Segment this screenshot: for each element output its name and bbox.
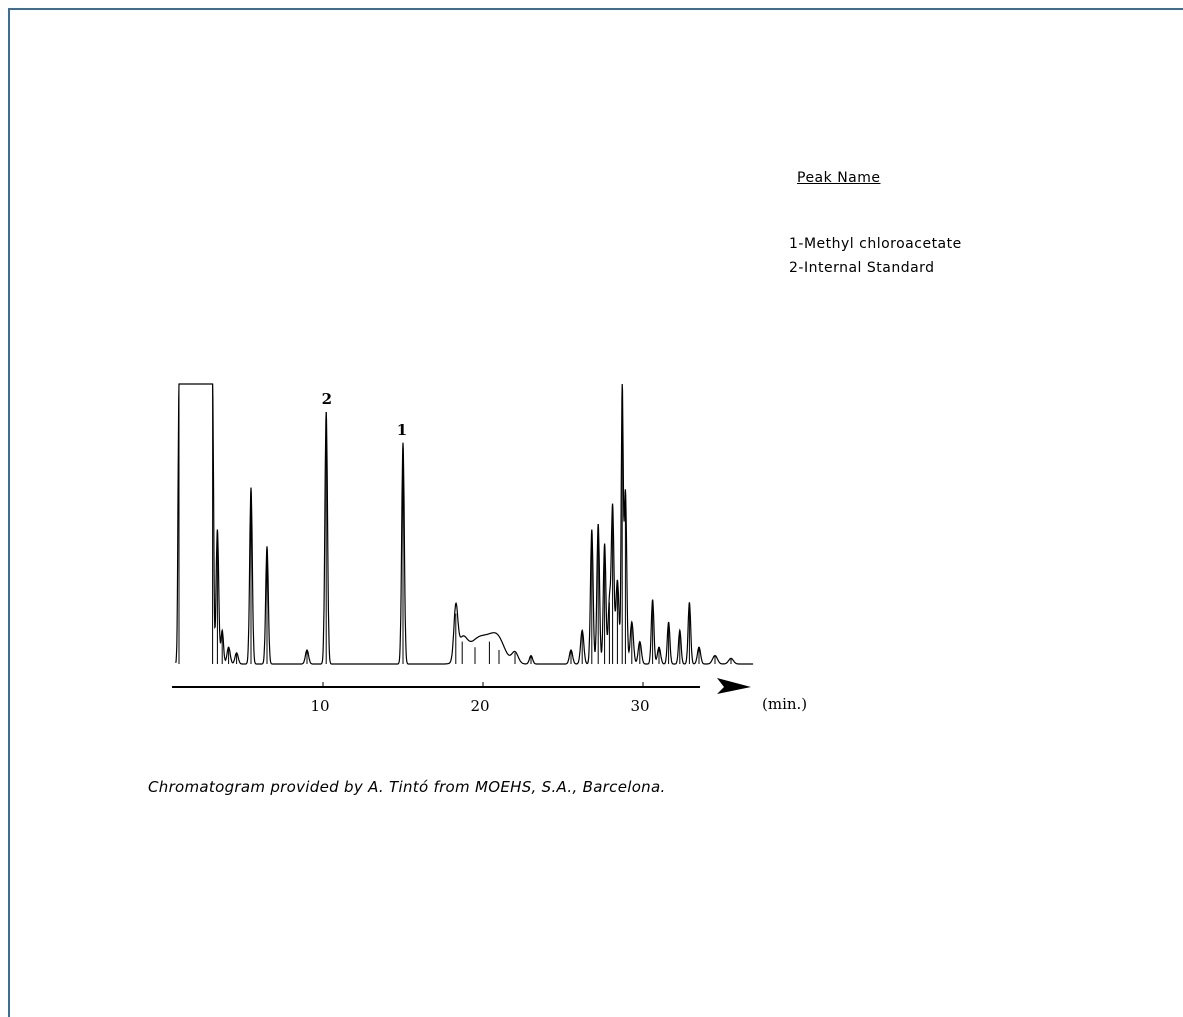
- chromatogram-trace: [175, 383, 754, 665]
- chromatogram-caption: Chromatogram provided by A. Tintó from M…: [148, 778, 666, 796]
- time-axis-arrow: [717, 678, 751, 694]
- x-tick-label-10: 10: [310, 697, 329, 715]
- legend-item-1: 1-Methyl chloroacetate: [789, 236, 962, 252]
- x-tick-label-20: 20: [470, 697, 489, 715]
- page-frame: [8, 8, 1183, 1017]
- legend-title: Peak Name: [797, 170, 881, 186]
- x-axis-label: (min.): [762, 695, 807, 713]
- x-tick-label-30: 30: [630, 697, 649, 715]
- legend-item-2: 2-Internal Standard: [789, 260, 935, 276]
- legend-items: 1-Methyl chloroacetate 2-Internal Standa…: [789, 232, 962, 280]
- peak-label-1: 1: [397, 421, 407, 439]
- peak-label-2: 2: [322, 390, 332, 408]
